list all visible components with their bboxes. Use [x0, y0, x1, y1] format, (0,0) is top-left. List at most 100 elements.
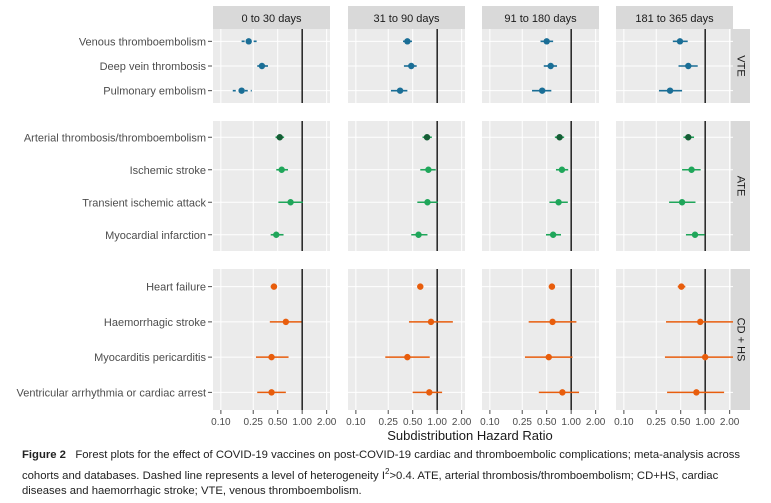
x-tick-label: 0.50 [671, 417, 691, 428]
group-strip-label: CD + HS [735, 318, 747, 362]
group-strip [731, 269, 750, 410]
panel-header-label: 0 to 30 days [242, 13, 302, 25]
panel-background [616, 121, 733, 251]
caption-text-1: Forest plots for the effect of COVID-19 … [22, 449, 741, 482]
forest-plot: 0 to 30 days 31 to 90 days 91 to 180 days 1… [16, 6, 750, 443]
point-estimate [549, 318, 556, 326]
x-tick-label: 0.25 [378, 417, 398, 428]
point-estimate [697, 318, 704, 326]
group-strip-label: ATE [735, 176, 747, 197]
point-estimate [556, 134, 563, 141]
x-tick-label: 2.00 [586, 417, 606, 428]
point-estimate [685, 62, 692, 70]
x-tick-label: 2.00 [317, 417, 337, 428]
outcome-label: Venous thromboembolism [79, 36, 206, 48]
caption-text-2: >0.4. ATE, arterial thrombosis/thromboem… [22, 469, 719, 497]
point-estimate [666, 87, 674, 94]
point-estimate [404, 353, 411, 361]
figure-label: Figure 2 [22, 449, 66, 461]
x-axis-title: Subdistribution Hazard Ratio [387, 428, 552, 443]
x-tick-label: 1.00 [292, 417, 312, 428]
panel-background [482, 121, 599, 251]
group-strip [731, 29, 750, 103]
point-estimate [258, 62, 266, 70]
x-tick-label: 0.50 [403, 417, 423, 428]
outcome-label: Transient ischemic attack [82, 197, 206, 209]
point-estimate [693, 389, 700, 396]
point-estimate [678, 283, 685, 290]
point-estimate [701, 353, 709, 361]
point-estimate [415, 231, 422, 238]
point-estimate [545, 353, 552, 361]
point-estimate [426, 389, 433, 396]
panel-header [616, 6, 733, 29]
point-estimate [287, 199, 294, 206]
point-estimate [558, 166, 566, 173]
panel-background [348, 269, 465, 410]
point-estimate [685, 134, 692, 141]
point-estimate [423, 134, 431, 141]
point-estimate [424, 199, 431, 206]
panel-background [213, 121, 330, 251]
point-estimate [425, 166, 432, 173]
point-estimate [417, 283, 424, 290]
x-tick-label: 0.10 [614, 417, 634, 428]
x-tick-label: 0.25 [512, 417, 532, 428]
point-estimate [278, 166, 285, 173]
point-estimate [676, 38, 684, 45]
point-estimate [282, 318, 290, 326]
point-estimate [547, 62, 554, 70]
point-estimate [238, 87, 245, 94]
group-strip [731, 121, 750, 251]
point-estimate [688, 166, 695, 173]
point-estimate [268, 353, 275, 361]
x-tick-label: 1.00 [561, 417, 581, 428]
outcome-label: Arterial thrombosis/thromboembolism [24, 132, 206, 144]
panel-header [348, 6, 465, 29]
outcome-label: Pulmonary embolism [103, 86, 206, 98]
panel-header-label: 31 to 90 days [373, 13, 440, 25]
outcome-label: Haemorrhagic stroke [104, 317, 206, 329]
caption-superscript: 2 [384, 466, 390, 476]
point-estimate [555, 199, 562, 206]
point-estimate [404, 38, 411, 45]
panel-background [482, 269, 599, 410]
x-tick-label: 0.25 [646, 417, 666, 428]
x-tick-label: 0.25 [243, 417, 263, 428]
x-tick-label: 0.10 [346, 417, 366, 428]
point-estimate [245, 38, 252, 45]
outcome-label: Myocarditis pericarditis [94, 352, 206, 364]
panel-header [482, 6, 599, 29]
point-estimate [548, 283, 556, 290]
x-tick-label: 0.10 [480, 417, 500, 428]
point-estimate [427, 318, 435, 326]
outcome-label: Deep vein thrombosis [100, 61, 207, 73]
point-estimate [276, 134, 283, 141]
point-estimate [273, 231, 280, 238]
x-tick-label: 0.10 [211, 417, 231, 428]
x-tick-label: 1.00 [427, 417, 447, 428]
x-tick-label: 1.00 [695, 417, 715, 428]
point-estimate [559, 389, 566, 396]
figure-caption: Figure 2 Forest plots for the effect of … [22, 448, 757, 499]
outcome-label: Ischemic stroke [130, 165, 206, 177]
point-estimate [270, 283, 278, 290]
point-estimate [543, 38, 550, 45]
panel-background [348, 121, 465, 251]
outcome-label: Ventricular arrhythmia or cardiac arrest [16, 387, 206, 399]
x-tick-label: 2.00 [720, 417, 740, 428]
x-tick-label: 0.50 [537, 417, 557, 428]
outcome-label: Heart failure [146, 282, 206, 294]
point-estimate [538, 87, 546, 94]
panel-header-label: 91 to 180 days [504, 13, 577, 25]
group-strip-label: VTE [735, 55, 747, 76]
point-estimate [549, 231, 557, 238]
panel-header-label: 181 to 365 days [635, 13, 714, 25]
x-tick-label: 0.50 [268, 417, 288, 428]
point-estimate [691, 231, 699, 238]
point-estimate [408, 62, 415, 70]
outcome-label: Myocardial infarction [105, 230, 206, 242]
point-estimate [678, 199, 686, 206]
panel-background [213, 269, 330, 410]
point-estimate [396, 87, 404, 94]
